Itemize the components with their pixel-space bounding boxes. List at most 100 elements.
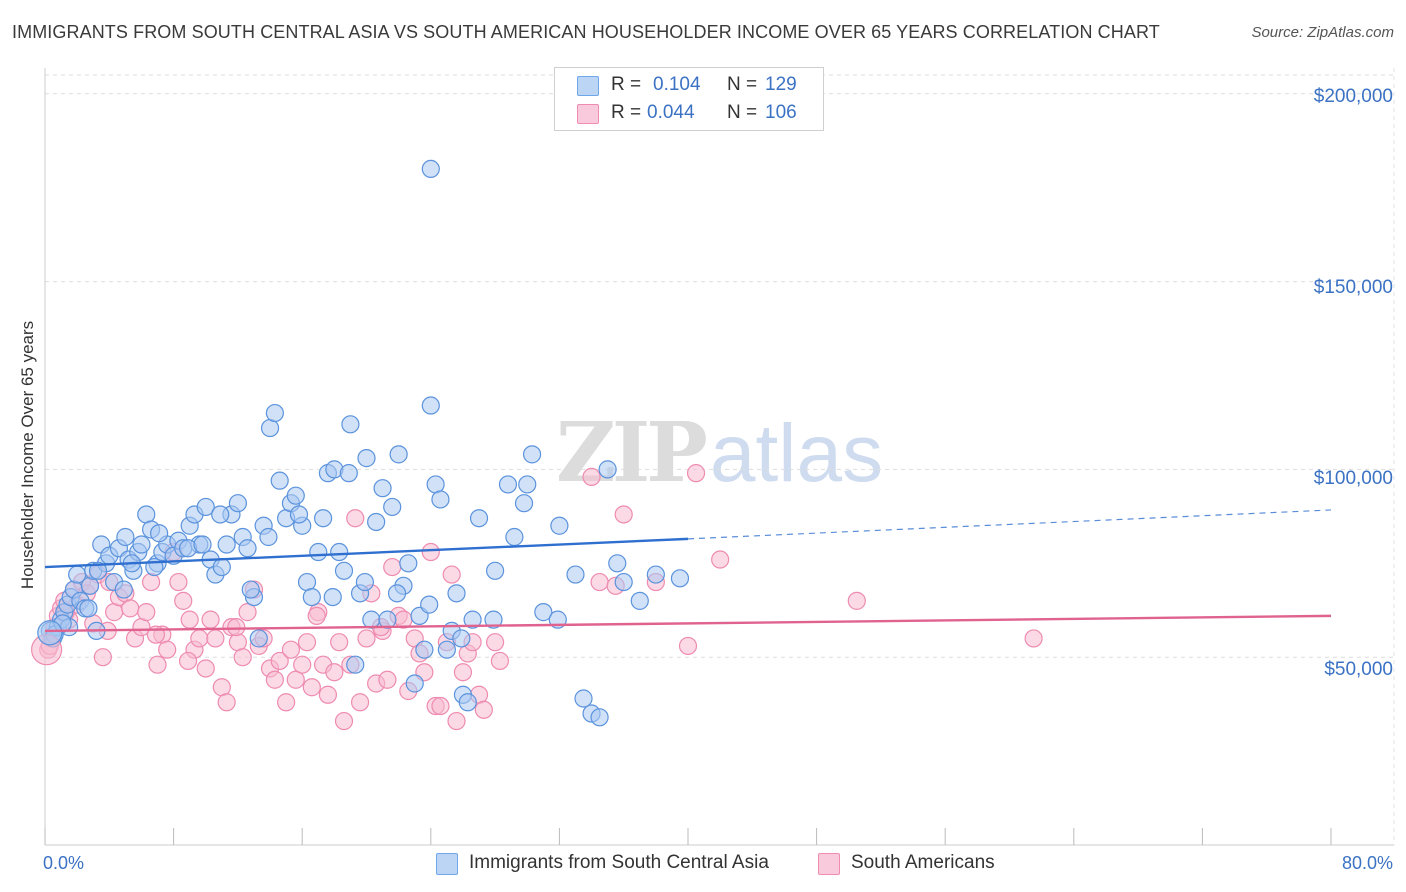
point-south-americans: [350, 693, 370, 712]
point-south-central-asia: [646, 565, 665, 584]
r-label: R =: [611, 74, 642, 95]
point-south-central-asia: [399, 554, 418, 573]
point-south-central-asia: [447, 584, 466, 603]
point-south-americans: [105, 603, 124, 622]
point-south-central-asia: [241, 580, 260, 599]
point-south-central-asia: [88, 561, 108, 580]
point-south-central-asia: [330, 542, 349, 562]
point-south-central-asia: [670, 569, 690, 588]
point-south-central-asia: [211, 505, 230, 524]
point-south-central-asia: [630, 591, 649, 610]
point-south-americans: [148, 655, 167, 674]
point-south-central-asia: [550, 516, 569, 535]
point-south-central-asia: [426, 475, 445, 494]
point-south-americans: [265, 670, 284, 689]
point-south-central-asia: [574, 689, 593, 708]
point-south-americans: [180, 610, 199, 629]
point-south-americans: [137, 603, 156, 622]
point-south-americans: [318, 685, 338, 704]
point-south-americans: [490, 651, 510, 671]
point-south-central-asia: [458, 693, 477, 712]
n-value: 106: [765, 102, 797, 123]
point-south-central-asia: [228, 494, 247, 513]
point-south-central-asia: [270, 471, 289, 490]
point-south-central-asia: [238, 539, 257, 558]
point-south-americans: [286, 670, 305, 689]
point-south-americans: [93, 648, 112, 667]
point-south-americans: [711, 550, 730, 569]
point-south-central-asia: [469, 509, 489, 528]
point-south-americans: [346, 509, 365, 528]
point-south-americans: [270, 651, 289, 671]
point-south-central-asia: [80, 576, 100, 595]
point-south-americans: [201, 610, 220, 629]
point-south-americans: [206, 629, 225, 648]
point-south-central-asia: [415, 640, 434, 659]
point-south-central-asia: [302, 587, 321, 607]
point-south-central-asia: [421, 159, 440, 179]
point-south-central-asia: [590, 708, 609, 727]
point-south-central-asia: [116, 527, 135, 547]
point-south-americans: [178, 651, 198, 671]
watermark-atlas: atlas: [709, 408, 884, 499]
point-south-central-asia: [265, 403, 284, 423]
point-south-central-asia: [383, 497, 402, 517]
point-south-americans: [212, 678, 231, 697]
r-label: R =: [611, 102, 642, 123]
r-value: 0.104: [653, 74, 701, 95]
trend-line-extension: [687, 509, 1332, 540]
point-south-central-asia: [405, 674, 424, 693]
point-south-central-asia: [362, 610, 381, 629]
point-south-central-asia: [249, 629, 268, 648]
point-south-central-asia: [114, 580, 133, 599]
point-south-americans: [227, 618, 246, 637]
point-south-central-asia: [346, 655, 365, 674]
point-south-central-asia: [217, 535, 236, 554]
point-south-americans: [190, 629, 209, 648]
point-south-americans: [297, 633, 317, 652]
point-south-central-asia: [518, 475, 537, 494]
point-south-americans: [217, 693, 236, 712]
n-label: N =: [727, 74, 758, 95]
point-south-central-asia: [598, 460, 617, 479]
point-south-americans: [169, 572, 188, 592]
point-south-americans: [442, 565, 461, 584]
point-south-central-asia: [421, 396, 440, 415]
point-south-americans: [453, 663, 473, 682]
point-south-central-asia: [463, 610, 482, 629]
point-south-americans: [196, 659, 215, 678]
point-south-americans: [582, 467, 601, 487]
y-tick-label: $50,000: [1324, 659, 1393, 680]
point-south-americans: [686, 464, 706, 483]
point-south-central-asia: [534, 603, 553, 622]
point-south-americans: [447, 711, 466, 731]
point-south-americans: [334, 711, 354, 731]
legend-label: Immigrants from South Central Asia: [469, 852, 769, 873]
point-south-central-asia: [452, 629, 471, 648]
point-south-central-asia: [196, 497, 215, 517]
point-south-central-asia: [378, 610, 397, 629]
y-tick-label: $150,000: [1313, 277, 1393, 298]
point-south-americans: [141, 572, 161, 592]
point-south-americans: [330, 633, 349, 652]
legend-label: South Americans: [851, 852, 995, 873]
point-south-americans: [357, 629, 376, 648]
point-south-central-asia: [313, 509, 333, 528]
trend-line-south-central-asia: [44, 537, 689, 569]
point-south-central-asia: [566, 565, 585, 584]
point-south-americans: [238, 603, 257, 622]
point-south-americans: [383, 557, 402, 577]
point-south-central-asia: [309, 542, 328, 562]
point-south-central-asia: [137, 505, 156, 524]
point-south-central-asia: [373, 479, 392, 498]
point-south-central-asia: [297, 572, 317, 592]
trend-line-south-americans: [44, 614, 1332, 633]
point-south-central-asia: [259, 527, 278, 547]
point-south-central-asia: [212, 557, 231, 577]
point-south-americans: [421, 542, 440, 562]
point-south-central-asia: [339, 464, 358, 483]
point-south-central-asia: [486, 561, 505, 580]
stats-legend: R = 0.104 N = 129 R = 0.044 N = 106: [554, 67, 824, 131]
point-south-central-asia: [37, 620, 63, 646]
